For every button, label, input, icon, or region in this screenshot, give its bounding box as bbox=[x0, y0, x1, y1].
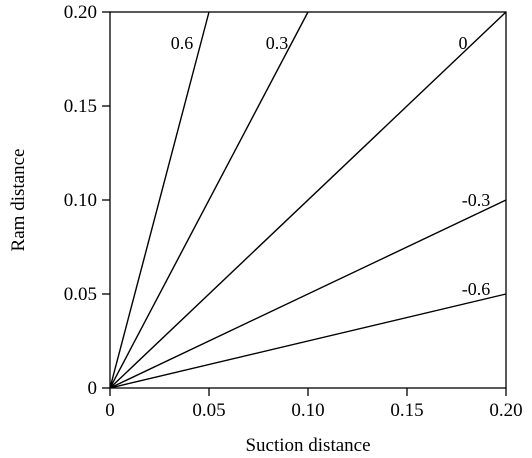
x-tick-label: 0.10 bbox=[291, 400, 324, 421]
y-tick-label: 0 bbox=[88, 378, 98, 399]
x-axis-ticks: 0 0.05 0.10 0.15 0.20 bbox=[105, 388, 523, 421]
y-axis-label: Ram distance bbox=[8, 149, 29, 252]
x-tick-label: 0.20 bbox=[489, 400, 522, 421]
y-axis-ticks: 0 0.05 0.10 0.15 0.20 bbox=[64, 2, 110, 399]
series-label: -0.6 bbox=[462, 279, 491, 299]
y-tick-label: 0.15 bbox=[64, 96, 97, 117]
x-tick-label: 0.05 bbox=[192, 400, 225, 421]
x-tick-label: 0 bbox=[105, 400, 115, 421]
series-label: 0.6 bbox=[171, 33, 194, 53]
y-tick-label: 0.10 bbox=[64, 190, 97, 211]
series-line bbox=[109, 199, 507, 389]
series-line bbox=[109, 293, 507, 389]
series-line bbox=[109, 11, 309, 389]
x-axis-label: Suction distance bbox=[245, 435, 370, 456]
series-line bbox=[109, 11, 507, 389]
series-label: 0 bbox=[459, 33, 468, 53]
series-lines bbox=[109, 11, 507, 389]
y-tick-label: 0.05 bbox=[64, 284, 97, 305]
series-labels: 0.6 0.3 0 -0.3 -0.6 bbox=[171, 33, 491, 299]
series-line bbox=[109, 11, 210, 389]
x-tick-label: 0.15 bbox=[390, 400, 423, 421]
y-tick-label: 0.20 bbox=[64, 2, 97, 23]
series-label: 0.3 bbox=[266, 33, 289, 53]
series-label: -0.3 bbox=[462, 190, 491, 210]
